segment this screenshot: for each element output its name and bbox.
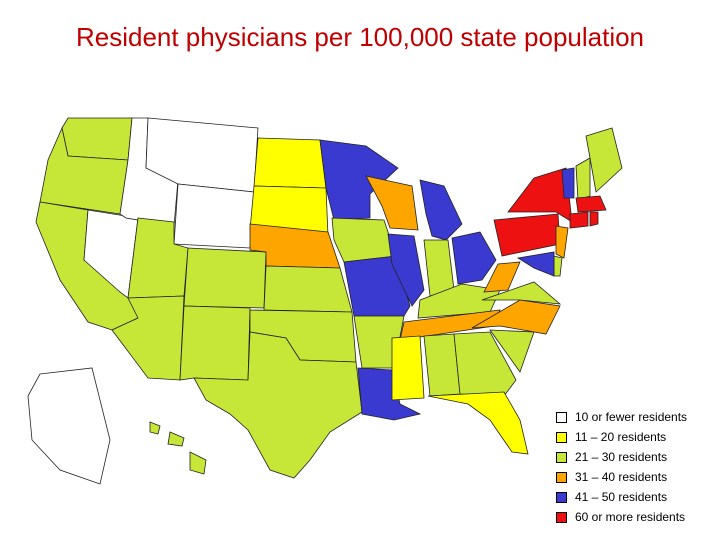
state-indiana [423, 239, 455, 297]
state-wisconsin [365, 175, 419, 231]
state-new-mexico [179, 305, 251, 381]
legend-item: 31 – 40 residents [556, 467, 687, 487]
state-north-carolina [471, 299, 561, 335]
state-rhode-island [589, 211, 599, 227]
map-title: Resident physicians per 100,000 state po… [75, 22, 645, 52]
state-arizona [111, 295, 185, 381]
legend-item: 41 – 50 residents [556, 487, 687, 507]
state-connecticut [569, 211, 589, 229]
state-mississippi [391, 335, 425, 401]
legend-swatch [556, 411, 567, 423]
state-florida [427, 391, 529, 455]
legend-item: 60 or more residents [556, 507, 687, 527]
state-north-dakota [253, 137, 327, 189]
state-vermont [561, 167, 575, 199]
legend-item: 21 – 30 residents [556, 447, 687, 467]
state-new-hampshire [575, 157, 591, 201]
state-maine [585, 127, 623, 193]
legend-label: 31 – 40 residents [575, 470, 668, 484]
state-delaware [553, 255, 563, 277]
legend-swatch [556, 471, 567, 483]
state-hawaii [149, 421, 207, 475]
legend-swatch [556, 431, 567, 443]
state-colorado [183, 247, 267, 309]
state-illinois [387, 233, 425, 307]
legend: 10 or fewer residents 11 – 20 residents … [556, 407, 687, 527]
state-iowa [331, 217, 397, 263]
state-georgia [453, 331, 517, 397]
legend-swatch [556, 451, 567, 463]
state-ohio [451, 231, 497, 285]
state-alaska [27, 367, 111, 485]
legend-label: 21 – 30 residents [575, 450, 668, 464]
state-south-carolina [489, 329, 535, 373]
legend-label: 11 – 20 residents [575, 430, 667, 444]
state-pennsylvania [493, 213, 561, 257]
state-missouri [343, 255, 411, 317]
state-kentucky [417, 283, 501, 319]
state-maryland [516, 251, 555, 277]
legend-swatch [556, 511, 567, 523]
legend-label: 60 or more residents [575, 510, 686, 524]
state-minnesota [319, 139, 399, 221]
legend-label: 10 or fewer residents [575, 410, 688, 424]
state-virginia [481, 281, 562, 305]
state-west-virginia [483, 261, 521, 293]
state-new-jersey [555, 225, 569, 259]
state-massachusetts [575, 195, 607, 213]
legend-item: 11 – 20 residents [556, 427, 687, 447]
state-wyoming [173, 183, 255, 249]
state-kansas [263, 265, 353, 313]
legend-label: 41 – 50 residents [575, 490, 668, 504]
legend-item: 10 or fewer residents [556, 407, 687, 427]
state-washington [61, 117, 133, 161]
legend-swatch [556, 491, 567, 503]
state-texas [193, 331, 363, 479]
state-michigan [419, 179, 463, 241]
